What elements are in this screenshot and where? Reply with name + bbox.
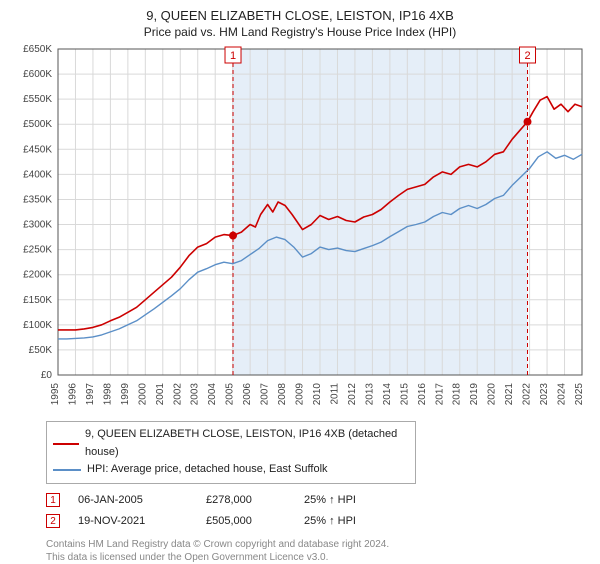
legend-swatch <box>53 443 79 445</box>
transaction-hpi: 25% ↑ HPI <box>304 511 394 532</box>
svg-text:2000: 2000 <box>137 383 148 406</box>
svg-text:1995: 1995 <box>50 383 61 406</box>
license-line: This data is licensed under the Open Gov… <box>46 551 590 564</box>
svg-text:£100K: £100K <box>23 320 52 331</box>
svg-text:2023: 2023 <box>539 383 550 406</box>
legend-row: 9, QUEEN ELIZABETH CLOSE, LEISTON, IP16 … <box>53 426 409 461</box>
svg-text:1998: 1998 <box>102 383 113 406</box>
svg-text:£150K: £150K <box>23 295 52 306</box>
chart-container: 9, QUEEN ELIZABETH CLOSE, LEISTON, IP16 … <box>0 0 600 564</box>
svg-text:2019: 2019 <box>469 383 480 406</box>
svg-text:£600K: £600K <box>23 69 52 80</box>
svg-text:£650K: £650K <box>23 45 52 55</box>
svg-text:1999: 1999 <box>120 383 131 406</box>
svg-text:1: 1 <box>230 50 236 62</box>
svg-text:£200K: £200K <box>23 270 52 281</box>
chart-footer: 9, QUEEN ELIZABETH CLOSE, LEISTON, IP16 … <box>10 421 590 564</box>
svg-text:2025: 2025 <box>574 383 585 406</box>
svg-text:1997: 1997 <box>85 383 96 406</box>
svg-text:2021: 2021 <box>504 383 515 406</box>
legend-swatch <box>53 469 81 471</box>
transaction-marker: 2 <box>46 514 60 528</box>
svg-text:£50K: £50K <box>29 345 53 356</box>
svg-text:2018: 2018 <box>452 383 463 406</box>
svg-text:2012: 2012 <box>347 383 358 406</box>
svg-text:2013: 2013 <box>364 383 375 406</box>
svg-text:£550K: £550K <box>23 94 52 105</box>
license-line: Contains HM Land Registry data © Crown c… <box>46 538 590 551</box>
page-title: 9, QUEEN ELIZABETH CLOSE, LEISTON, IP16 … <box>10 8 590 23</box>
svg-text:2022: 2022 <box>522 383 533 406</box>
svg-text:2001: 2001 <box>155 383 166 406</box>
svg-text:£350K: £350K <box>23 194 52 205</box>
legend-label: 9, QUEEN ELIZABETH CLOSE, LEISTON, IP16 … <box>85 426 409 461</box>
legend-box: 9, QUEEN ELIZABETH CLOSE, LEISTON, IP16 … <box>46 421 416 484</box>
svg-text:2016: 2016 <box>417 383 428 406</box>
svg-text:2002: 2002 <box>172 383 183 406</box>
chart-area: £0 £50K £100K £150K £200K £250K £300K £350K £400… <box>10 45 590 415</box>
transaction-price: £505,000 <box>206 511 286 532</box>
transaction-price: £278,000 <box>206 490 286 511</box>
svg-text:2010: 2010 <box>312 383 323 406</box>
svg-text:2008: 2008 <box>277 383 288 406</box>
svg-text:2024: 2024 <box>557 383 568 406</box>
svg-text:2015: 2015 <box>399 383 410 406</box>
svg-text:2005: 2005 <box>225 383 236 406</box>
legend-row: HPI: Average price, detached house, East… <box>53 461 409 479</box>
transaction-row: 2 19-NOV-2021 £505,000 25% ↑ HPI <box>46 511 590 532</box>
svg-text:£0: £0 <box>41 370 53 381</box>
svg-text:2014: 2014 <box>382 383 393 406</box>
legend-label: HPI: Average price, detached house, East… <box>87 461 328 479</box>
svg-text:2003: 2003 <box>190 383 201 406</box>
svg-text:£500K: £500K <box>23 119 52 130</box>
page-subtitle: Price paid vs. HM Land Registry's House … <box>10 25 590 39</box>
svg-text:2017: 2017 <box>434 383 445 406</box>
svg-text:£300K: £300K <box>23 220 52 231</box>
transaction-date: 19-NOV-2021 <box>78 511 188 532</box>
transaction-date: 06-JAN-2005 <box>78 490 188 511</box>
svg-text:2004: 2004 <box>207 383 218 406</box>
svg-text:2011: 2011 <box>329 383 340 405</box>
svg-text:£450K: £450K <box>23 144 52 155</box>
svg-text:2: 2 <box>524 50 530 62</box>
svg-text:2009: 2009 <box>295 383 306 406</box>
svg-text:£400K: £400K <box>23 169 52 180</box>
svg-text:2006: 2006 <box>242 383 253 406</box>
line-chart: £0 £50K £100K £150K £200K £250K £300K £350K £400… <box>10 45 590 415</box>
svg-text:2020: 2020 <box>487 383 498 406</box>
svg-text:£250K: £250K <box>23 245 52 256</box>
svg-text:1996: 1996 <box>67 383 78 406</box>
transaction-hpi: 25% ↑ HPI <box>304 490 394 511</box>
transactions-table: 1 06-JAN-2005 £278,000 25% ↑ HPI 2 19-NOV-202… <box>46 490 590 532</box>
transaction-marker: 1 <box>46 493 60 507</box>
svg-text:2007: 2007 <box>260 383 271 406</box>
transaction-row: 1 06-JAN-2005 £278,000 25% ↑ HPI <box>46 490 590 511</box>
